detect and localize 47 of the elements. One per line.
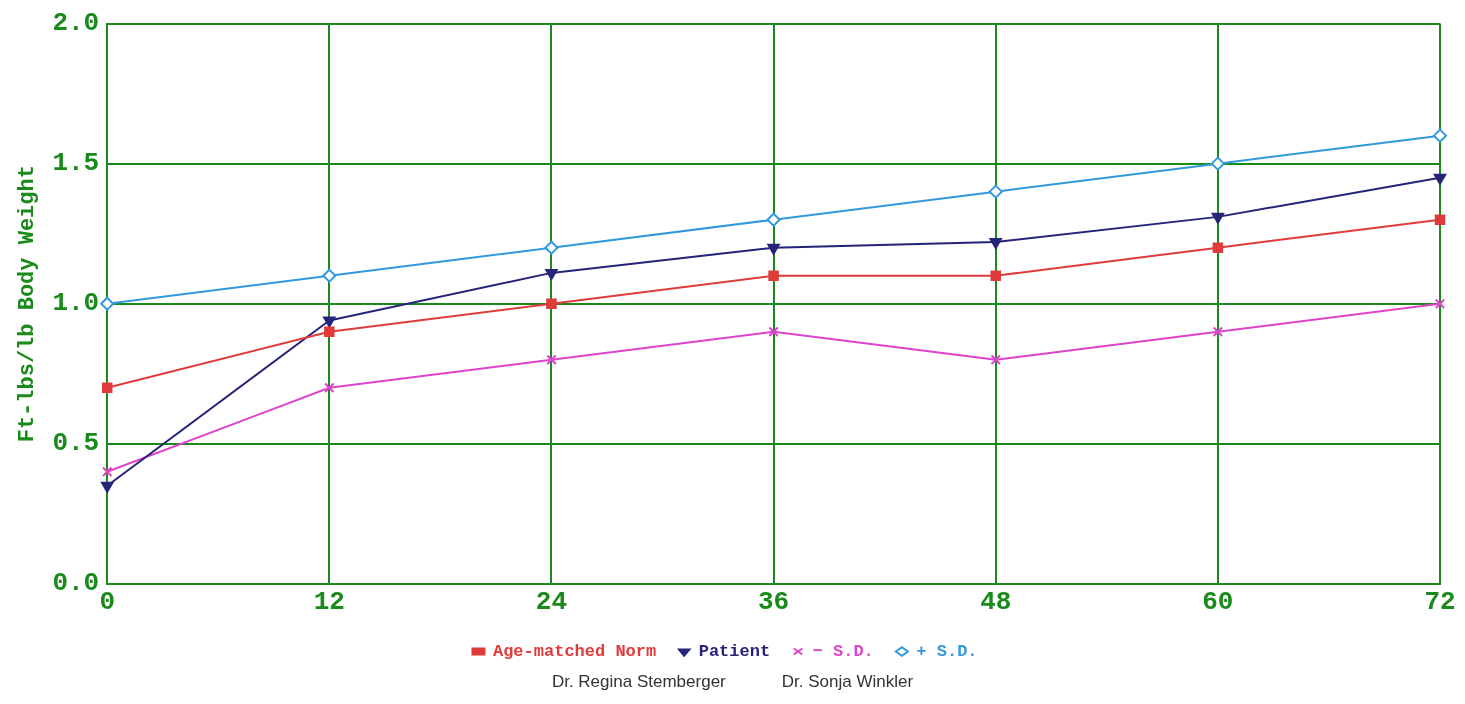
- x-tick-label: 48: [980, 586, 1012, 617]
- y-tick-label: 0.0: [52, 568, 100, 599]
- point: [1433, 128, 1447, 143]
- point: [544, 240, 559, 255]
- legend-label: Patient: [698, 641, 771, 661]
- point: [1212, 326, 1224, 337]
- point: [324, 382, 335, 393]
- point: [1434, 214, 1446, 225]
- point: [1210, 156, 1225, 171]
- point: [1212, 242, 1224, 253]
- x-tick-label: 0: [99, 586, 116, 617]
- legend-label: Age-matched Norm: [492, 641, 657, 661]
- point: [768, 326, 779, 337]
- point: [322, 268, 337, 283]
- point: [766, 212, 781, 227]
- x-tick-label: 36: [757, 586, 790, 617]
- point: [546, 354, 557, 365]
- y-tick-label: 2.0: [52, 8, 100, 39]
- point: [989, 238, 1002, 250]
- point: [101, 466, 113, 477]
- point: [100, 296, 115, 311]
- point: [323, 316, 336, 328]
- point: [1433, 173, 1447, 185]
- point: [324, 326, 335, 337]
- point: [545, 268, 558, 280]
- y-tick-label: 1.0: [52, 288, 100, 319]
- point: [990, 354, 1001, 365]
- point: [101, 481, 114, 493]
- x-tick-label: 24: [535, 586, 568, 617]
- x-tick-label: 60: [1202, 586, 1234, 617]
- text: Dr. Sonja Winkler: [781, 672, 914, 691]
- x-tick-label: 72: [1424, 586, 1456, 617]
- y-tick-label: 0.5: [52, 428, 100, 459]
- point: [767, 243, 780, 255]
- point: [546, 298, 557, 309]
- point: [768, 270, 779, 281]
- x-tick-label: 12: [313, 586, 345, 617]
- point: [1434, 298, 1446, 309]
- legend-label: − S.D.: [812, 641, 874, 661]
- point: [1211, 212, 1225, 224]
- point: [988, 184, 1003, 199]
- legend-label: + S.D.: [916, 641, 978, 661]
- y-tick-label: 1.5: [52, 148, 100, 179]
- text: Dr. Regina Stemberger: [551, 672, 726, 691]
- y-axis-title: Ft-lbs/lb Body Weight: [14, 165, 40, 443]
- point: [101, 382, 113, 393]
- point: [990, 270, 1001, 281]
